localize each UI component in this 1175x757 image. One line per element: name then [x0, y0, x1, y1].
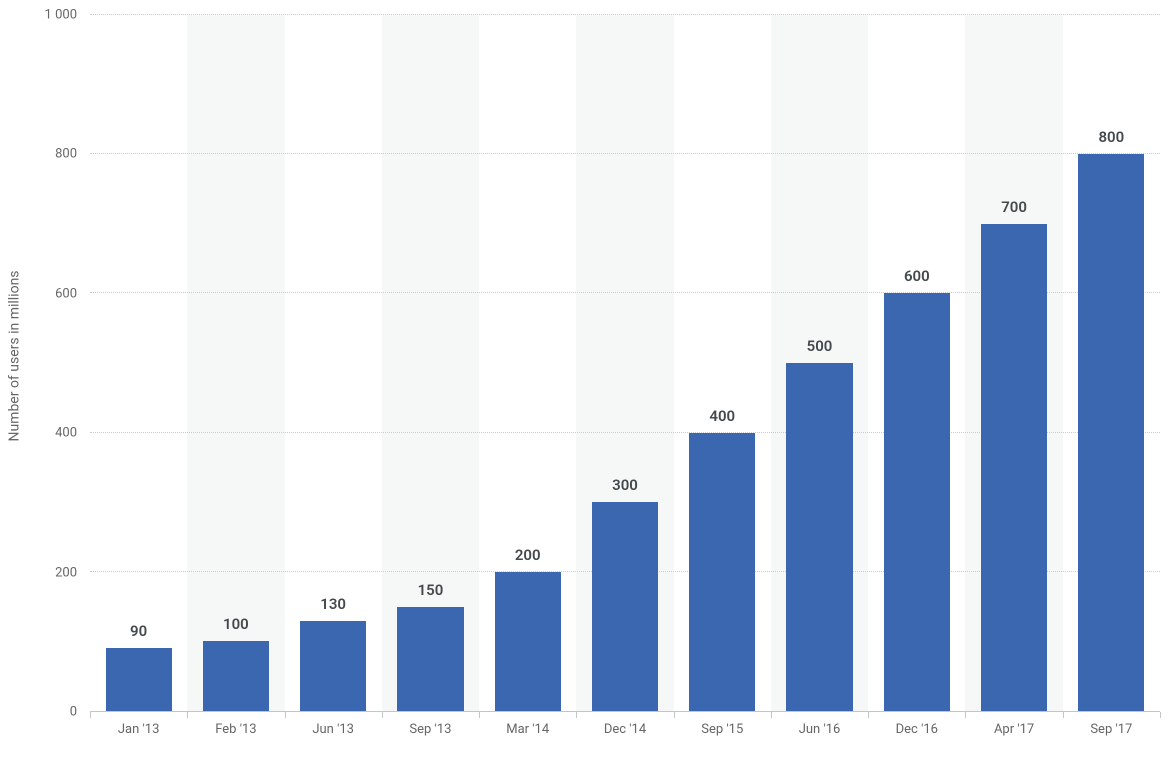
x-axis-tick: Dec '14: [576, 712, 673, 757]
bar-value-label: 150: [418, 581, 444, 599]
bar-slot: 100: [187, 15, 284, 711]
bar-slot: 90: [90, 15, 187, 711]
bar[interactable]: 600: [884, 293, 950, 711]
bar[interactable]: 800: [1078, 154, 1144, 711]
bar-value-label: 500: [807, 337, 833, 355]
plot-inner: 90 100 130 150 200 300 400 500 600 700 800: [90, 15, 1160, 711]
bar[interactable]: 150: [397, 607, 463, 711]
x-axis-tick-label: Jan '13: [90, 722, 187, 737]
x-axis-tick: Jan '13: [90, 712, 187, 757]
bar-slot: 700: [965, 15, 1062, 711]
x-axis-ticks: Jan '13Feb '13Jun '13Sep '13Mar '14Dec '…: [90, 712, 1160, 757]
bar[interactable]: 200: [495, 572, 561, 711]
bar[interactable]: 130: [300, 621, 366, 711]
bar[interactable]: 90: [106, 648, 172, 711]
x-axis-tick: Mar '14: [479, 712, 576, 757]
bar-chart: Number of users in millions 0 200 400 600 80…: [0, 0, 1175, 757]
plot-area: 90 100 130 150 200 300 400 500 600 700 800: [90, 15, 1160, 712]
x-axis-tick-label: Apr '17: [965, 722, 1062, 737]
x-axis-tick-label: Mar '14: [479, 722, 576, 737]
bar-slot: 800: [1063, 15, 1160, 711]
bar-slot: 300: [576, 15, 673, 711]
bar-slot: 400: [674, 15, 771, 711]
x-axis-tick-label: Jun '16: [771, 722, 868, 737]
bar-value-label: 700: [1001, 198, 1027, 216]
y-axis-tick-label: 800: [55, 147, 77, 162]
x-axis-tick: Jun '16: [771, 712, 868, 757]
x-axis-tick: Sep '13: [382, 712, 479, 757]
y-axis-ticks: 02004006008001 000: [30, 15, 85, 712]
y-axis-title: Number of users in millions: [7, 270, 23, 441]
x-axis-tick-label: Sep '17: [1063, 722, 1160, 737]
x-axis-tick: Dec '16: [868, 712, 965, 757]
bar-value-label: 90: [130, 622, 147, 640]
bar-slot: 150: [382, 15, 479, 711]
y-axis-tick-label: 200: [55, 565, 77, 580]
bar[interactable]: 300: [592, 502, 658, 711]
y-axis-tick-label: 0: [70, 705, 77, 720]
bar[interactable]: 400: [689, 433, 755, 711]
bar-value-label: 800: [1098, 128, 1124, 146]
x-axis-tick: Jun '13: [285, 712, 382, 757]
y-axis-tick-label: 400: [55, 426, 77, 441]
x-axis-tick: Sep '15: [674, 712, 771, 757]
bar[interactable]: 500: [786, 363, 852, 711]
x-axis-tick-label: Dec '16: [868, 722, 965, 737]
bar-value-label: 200: [515, 546, 541, 564]
y-axis-title-container: Number of users in millions: [5, 0, 25, 712]
bar-slot: 600: [868, 15, 965, 711]
bar-value-label: 300: [612, 476, 638, 494]
x-axis-tick: Feb '13: [187, 712, 284, 757]
y-axis-tick-label: 1 000: [45, 8, 77, 23]
x-axis-tick-label: Sep '13: [382, 722, 479, 737]
bar-slot: 500: [771, 15, 868, 711]
bar-slot: 200: [479, 15, 576, 711]
bar-value-label: 600: [904, 267, 930, 285]
x-axis-tick-label: Feb '13: [187, 722, 284, 737]
x-axis-tickmark: [1160, 712, 1161, 718]
x-axis-tick-label: Dec '14: [576, 722, 673, 737]
bar-value-label: 400: [709, 407, 735, 425]
x-axis-tick: Sep '17: [1063, 712, 1160, 757]
bar[interactable]: 100: [203, 641, 269, 711]
y-axis-tick-label: 600: [55, 286, 77, 301]
bar[interactable]: 700: [981, 224, 1047, 711]
bar-value-label: 100: [223, 615, 249, 633]
x-axis-tick-label: Sep '15: [674, 722, 771, 737]
x-axis-tick: Apr '17: [965, 712, 1062, 757]
x-axis-tick-label: Jun '13: [285, 722, 382, 737]
bar-value-label: 130: [320, 595, 346, 613]
bar-slot: 130: [285, 15, 382, 711]
